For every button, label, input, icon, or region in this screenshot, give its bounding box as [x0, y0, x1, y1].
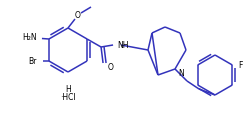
Text: NH: NH — [117, 40, 129, 49]
Text: O: O — [75, 11, 81, 20]
Text: H₂N: H₂N — [22, 33, 37, 42]
Text: N: N — [178, 69, 184, 79]
Text: O: O — [108, 62, 114, 71]
Text: Br: Br — [29, 57, 37, 66]
Text: ·HCl: ·HCl — [60, 93, 76, 102]
Text: F: F — [238, 60, 243, 69]
Text: H: H — [65, 86, 71, 95]
